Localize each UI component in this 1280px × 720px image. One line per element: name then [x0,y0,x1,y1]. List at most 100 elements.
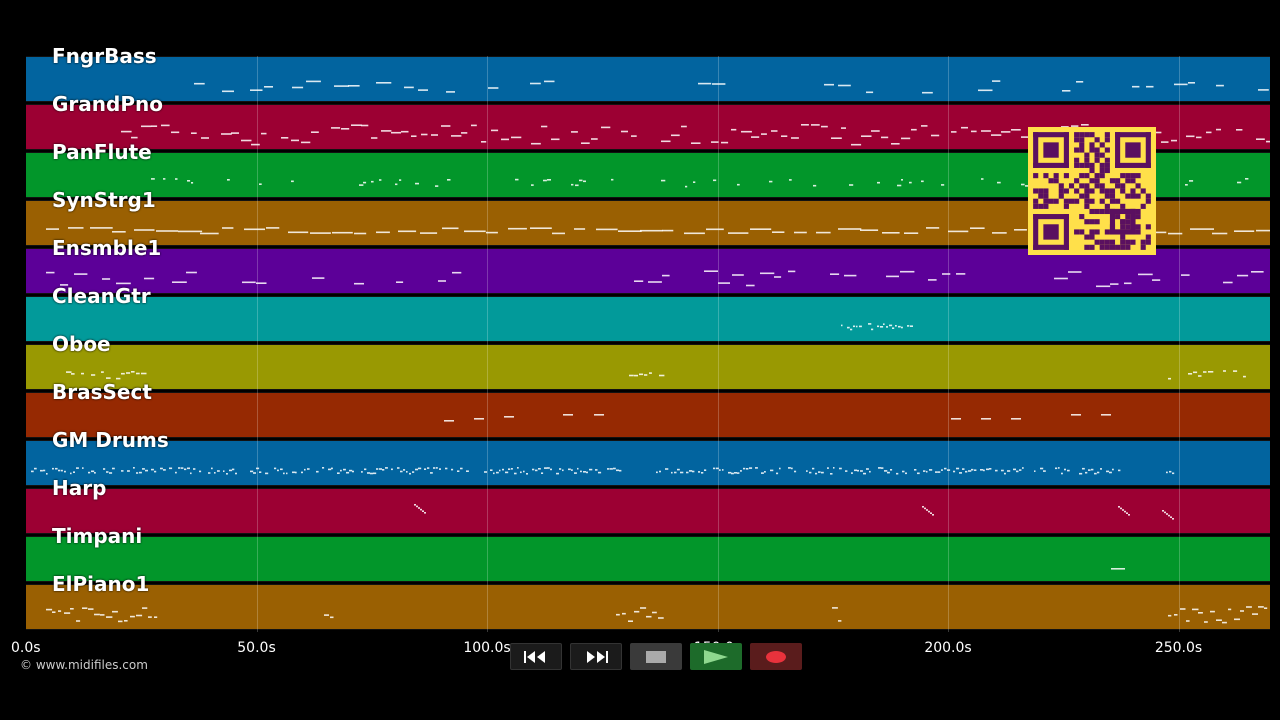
note-mark [91,374,96,376]
note-mark [55,467,58,470]
note-mark [830,273,840,275]
note-mark [812,467,815,470]
note-mark [886,275,899,278]
note-mark [64,612,71,614]
note-mark [424,468,427,470]
note-mark [1011,129,1021,131]
note-mark [412,471,415,473]
note-mark [370,472,374,475]
note-mark [547,179,551,181]
note-mark [223,470,225,472]
note-mark [73,471,75,473]
note-mark [101,371,104,373]
note-mark [575,184,579,187]
track-lane[interactable] [26,536,1270,582]
note-mark [1186,620,1190,622]
note-mark [515,178,519,181]
note-mark [199,470,202,473]
note-mark [124,620,128,622]
note-mark [346,471,350,474]
play-button[interactable] [690,643,742,670]
track-name-label: ElPiano1 [52,572,150,596]
note-mark [311,131,319,133]
transport-controls [510,643,802,670]
note-mark [942,273,951,275]
note-mark [401,130,409,133]
note-mark [171,131,180,134]
note-mark [981,418,991,420]
note-mark [907,325,910,327]
track-lane[interactable] [26,296,1270,342]
note-mark [241,139,252,142]
note-mark [499,469,501,472]
note-mark [818,471,821,473]
note-mark [530,227,552,229]
track-lane[interactable] [26,440,1270,486]
note-mark [1124,282,1132,285]
note-mark [543,179,547,182]
fast-forward-button[interactable] [570,643,622,670]
note-mark [214,472,216,474]
note-mark [376,82,392,84]
track-name-label: Timpani [52,524,143,548]
note-mark [1118,506,1120,508]
note-mark [844,274,857,277]
note-mark [856,325,858,328]
note-mark [900,270,915,273]
note-mark [1246,606,1252,608]
grid-line [717,56,719,632]
note-mark [181,467,184,469]
note-mark [686,471,689,474]
rewind-button[interactable] [510,643,562,670]
stop-button[interactable] [630,643,682,670]
note-mark [801,124,809,126]
track-lane[interactable] [26,56,1270,102]
note-mark [659,374,665,377]
note-mark [746,468,749,470]
note-mark [301,471,303,474]
track-lane[interactable] [26,584,1270,630]
note-mark [926,227,940,229]
note-mark [1258,606,1264,608]
note-mark [292,471,296,474]
track-lane[interactable] [26,392,1270,438]
note-mark [961,126,968,129]
note-mark [571,183,574,186]
note-mark [266,227,280,229]
note-mark [532,468,535,471]
track-lane[interactable] [26,344,1270,390]
note-mark [878,467,882,469]
track-lane[interactable] [26,488,1270,534]
record-button[interactable] [750,643,802,670]
note-mark [951,418,961,420]
note-mark [595,469,598,471]
note-mark [863,472,866,475]
grid-line [487,56,488,632]
note-mark [621,130,628,133]
track-lane[interactable] [26,248,1270,294]
note-mark [983,469,985,472]
note-mark [932,514,934,516]
note-mark [704,270,718,272]
note-mark [821,125,828,128]
note-mark [1237,274,1249,277]
note-mark [64,470,66,473]
note-mark [349,469,353,472]
note-mark [589,468,593,471]
qr-code-icon[interactable] [1028,127,1156,255]
note-mark [544,467,548,469]
note-mark [1168,377,1171,380]
track-name-label: SynStrg1 [52,188,156,212]
note-mark [713,467,716,470]
note-mark [1190,228,1214,230]
note-mark [361,471,363,473]
note-mark [941,184,945,186]
note-mark [436,467,438,469]
note-mark [962,468,965,470]
note-mark [1161,141,1169,143]
note-mark [118,620,123,623]
note-mark [1264,607,1268,609]
note-mark [163,178,166,180]
note-mark [948,230,969,233]
note-mark [923,470,926,472]
